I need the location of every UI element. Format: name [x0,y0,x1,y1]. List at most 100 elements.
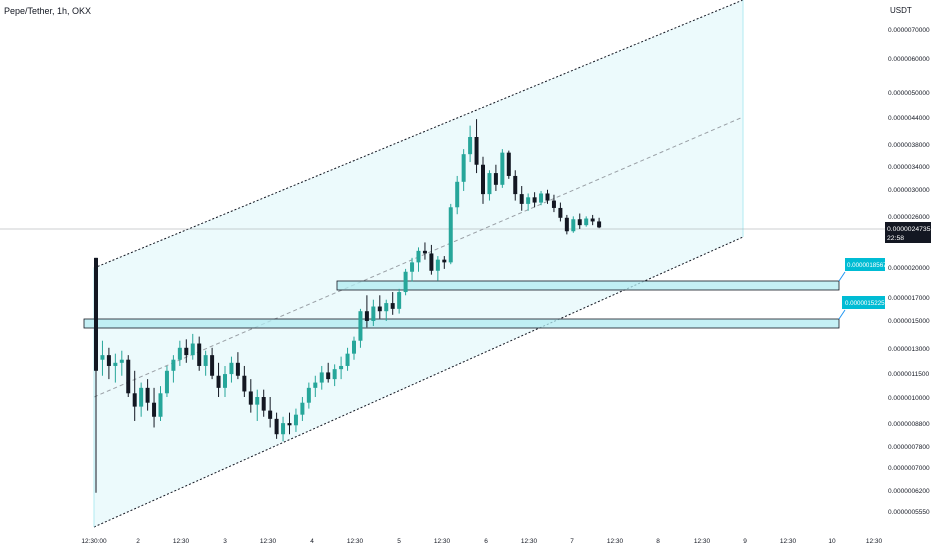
candle-body[interactable] [435,259,440,271]
candle-body[interactable] [190,343,195,356]
candle-body[interactable] [500,152,505,185]
candle-body[interactable] [210,355,215,376]
candle-body[interactable] [416,250,421,263]
candle-body[interactable] [139,387,144,407]
candle-body[interactable] [203,355,208,366]
candle-body[interactable] [577,219,582,226]
candle-body[interactable] [597,221,602,228]
candle-body[interactable] [377,306,382,312]
candle-body[interactable] [332,369,337,380]
chart-title: Pepe/Tether, 1h, OKX [4,6,92,16]
candle-body[interactable] [326,372,331,380]
candle-body[interactable] [216,375,221,388]
candles-group [94,119,602,493]
candle-body[interactable] [158,393,163,417]
candle-body[interactable] [487,173,492,195]
candle-body[interactable] [513,175,518,195]
candle-body[interactable] [268,410,273,419]
channel-upper-line[interactable] [93,0,744,269]
x-tick-15: 9 [743,538,747,545]
candle-body[interactable] [551,200,556,208]
candle-body[interactable] [410,262,415,272]
candle-body[interactable] [532,197,537,203]
y-tick-1: 0.0000060000 [888,56,930,63]
y-tick-0: 0.0000070000 [888,27,930,34]
candle-body[interactable] [519,194,524,204]
candle-body[interactable] [274,418,279,435]
candle-body[interactable] [358,311,363,341]
candle-body[interactable] [132,393,137,407]
candle-body[interactable] [455,181,460,208]
candle-body[interactable] [545,193,550,201]
candle-body[interactable] [352,340,356,354]
candle-body[interactable] [481,164,485,195]
candle-body[interactable] [152,402,157,417]
x-tick-14: 12:30 [694,538,711,545]
candle-body[interactable] [171,359,176,371]
candle-body[interactable] [313,382,318,388]
candle-body[interactable] [590,218,595,222]
candle-body[interactable] [300,402,305,415]
candle-body[interactable] [119,359,124,363]
candle-body[interactable] [164,370,169,394]
candle-body[interactable] [242,375,247,392]
y-tick-8: 0.0000020000 [888,265,930,272]
candle-body[interactable] [94,257,98,371]
y-tick-4: 0.0000038000 [888,142,930,149]
candle-body[interactable] [403,271,408,293]
candle-body[interactable] [235,362,240,376]
last-price-badge [885,222,931,243]
candle-body[interactable] [422,250,427,254]
candle-body[interactable] [448,207,453,263]
candle-body[interactable] [384,303,389,312]
candle-body[interactable] [397,292,402,309]
candle-body[interactable] [345,353,350,366]
candle-body[interactable] [306,387,311,403]
candle-body[interactable] [184,347,189,356]
candle-body[interactable] [255,397,260,405]
candle-body[interactable] [106,355,111,366]
y-tick-16: 0.0000007000 [888,465,930,472]
candle-body[interactable] [474,137,479,165]
candle-body[interactable] [100,355,105,360]
support-zone-upper[interactable] [336,280,840,291]
candle-body[interactable] [223,374,227,388]
candle-body[interactable] [319,372,324,383]
candle-body[interactable] [571,219,576,232]
candle-body[interactable] [564,217,569,232]
candle-body[interactable] [539,193,544,203]
price-axis[interactable]: 0.0000070000 0.0000060000 0.0000050000 0… [888,27,930,516]
candle-body[interactable] [293,414,298,426]
y-tick-17: 0.0000006200 [888,488,930,495]
x-tick-7: 5 [397,538,401,545]
candle-body[interactable] [113,362,118,366]
candle-body[interactable] [248,391,253,405]
candle-body[interactable] [442,259,447,263]
candle-body[interactable] [197,343,202,366]
x-tick-13: 8 [656,538,660,545]
candle-body[interactable] [390,303,395,309]
support-zone-lower[interactable] [83,318,840,329]
candle-body[interactable] [429,253,434,271]
candle-body[interactable] [126,359,131,394]
candle-body[interactable] [558,207,563,218]
time-axis[interactable]: 12:30:00 2 12:30 3 12:30 4 12:30 5 12:30… [81,538,882,545]
candle-body[interactable] [177,347,182,360]
candle-body[interactable] [229,362,234,375]
candle-body[interactable] [526,197,531,204]
candle-body[interactable] [287,423,292,426]
candle-body[interactable] [281,423,286,435]
candle-body[interactable] [461,154,466,182]
candle-body[interactable] [468,137,473,155]
x-tick-16: 12:30 [780,538,797,545]
candle-body[interactable] [584,218,589,226]
candle-body[interactable] [261,397,266,411]
candle-body[interactable] [371,306,376,321]
candle-body[interactable] [506,152,511,176]
candle-body[interactable] [145,387,150,403]
candle-body[interactable] [364,311,369,321]
y-tick-11: 0.0000013000 [888,346,930,353]
candle-body[interactable] [493,173,498,185]
candle-body[interactable] [339,365,344,370]
